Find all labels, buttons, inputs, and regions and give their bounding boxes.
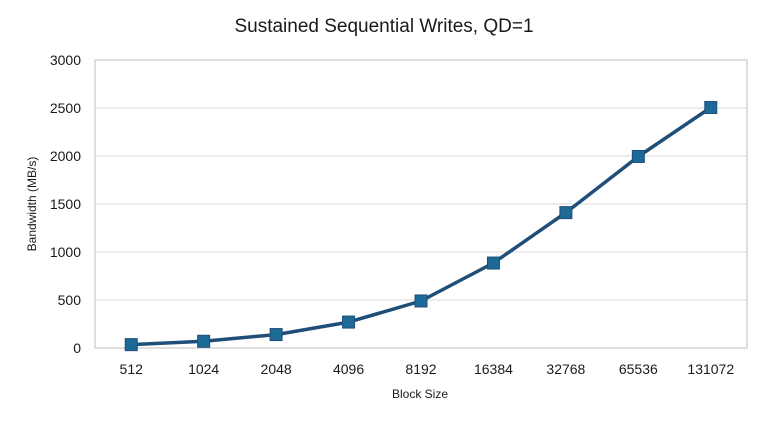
- x-tick-label: 2048: [261, 361, 292, 377]
- x-tick-label: 16384: [474, 361, 513, 377]
- data-point-marker: [486, 256, 500, 270]
- x-tick-label: 4096: [333, 361, 364, 377]
- x-tick-label: 32768: [546, 361, 585, 377]
- data-point-marker: [124, 338, 138, 352]
- y-tick-label: 1000: [50, 244, 81, 260]
- y-axis-ticks: 0 500 1000 1500 2000 2500 3000: [50, 52, 81, 356]
- data-point-marker: [704, 101, 718, 115]
- series-line: [131, 106, 712, 347]
- data-point-marker: [197, 334, 211, 348]
- x-tick-label: 65536: [619, 361, 658, 377]
- y-tick-label: 500: [58, 292, 82, 308]
- x-tick-label: 8192: [405, 361, 436, 377]
- data-point-marker: [414, 294, 428, 308]
- x-tick-label: 131072: [687, 361, 734, 377]
- data-point-marker: [269, 328, 283, 342]
- y-tick-label: 1500: [50, 196, 81, 212]
- x-axis-label: Block Size: [392, 387, 448, 401]
- series-markers: [124, 101, 718, 352]
- chart-title: Sustained Sequential Writes, QD=1: [234, 16, 533, 37]
- x-tick-label: 512: [120, 361, 144, 377]
- data-point-marker: [342, 315, 356, 329]
- y-tick-label: 0: [73, 340, 81, 356]
- x-tick-label: 1024: [188, 361, 219, 377]
- x-axis-ticks: 512 1024 2048 4096 8192 16384 32768 65536 131072: [120, 361, 735, 377]
- y-axis-label: Bandwidth (MB/s): [25, 157, 39, 252]
- plot-area: 0 500 1000 1500 2000 2500 3000 512 1024 2048 4096…: [50, 52, 748, 377]
- y-tick-label: 3000: [50, 52, 81, 68]
- data-point-marker: [631, 149, 645, 163]
- data-point-marker: [559, 206, 573, 220]
- y-tick-label: 2000: [50, 148, 81, 164]
- gridlines: [95, 107, 747, 349]
- y-tick-label: 2500: [50, 100, 81, 116]
